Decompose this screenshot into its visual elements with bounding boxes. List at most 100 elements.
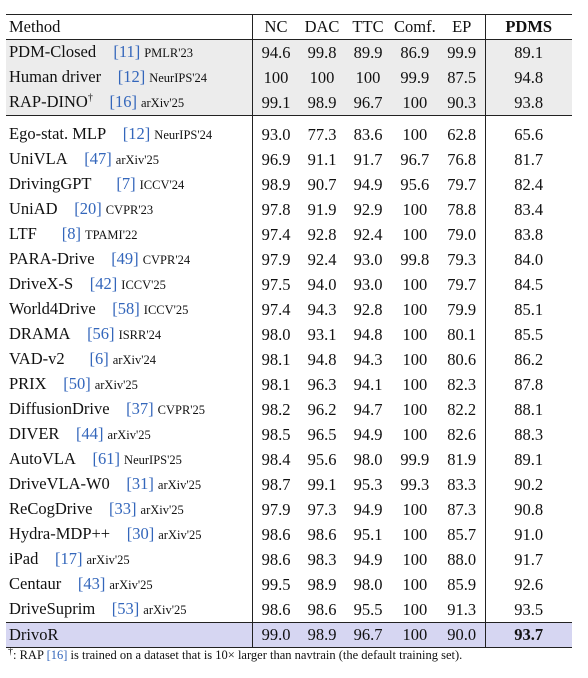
table-row: DIVER [44] arXiv'25 98.5 96.5 94.9 100 82.6 88.… — [6, 422, 572, 447]
citation-link[interactable]: [8] — [61, 224, 81, 243]
venue: arXiv'25 — [94, 378, 138, 392]
citation-link[interactable]: [61] — [92, 449, 121, 468]
method-cell: VAD-v2 [6] arXiv'24 — [6, 347, 253, 372]
metric-value: 94.6 — [252, 39, 299, 65]
citation-link[interactable]: [30] — [126, 524, 155, 543]
table-row: LTF [8] TPAMI'22 97.4 92.8 92.4 100 79.0 83.8 — [6, 222, 572, 247]
venue: TPAMI'22 — [84, 228, 138, 242]
metric-value: 98.6 — [252, 597, 299, 623]
citation-link[interactable]: [42] — [89, 274, 118, 293]
metric-value: 92.4 — [307, 249, 337, 269]
gap-cell — [6, 115, 253, 122]
citation-link[interactable]: [7] — [116, 174, 136, 193]
citation-link[interactable]: [44] — [76, 424, 104, 443]
metric-value: 78.8 — [447, 199, 477, 219]
metric-value: 95.5 — [345, 597, 391, 623]
ref-box: [8] — [41, 222, 81, 246]
table-row: DrivingGPT [7] ICCV'24 98.9 90.7 94.9 95.6 79.… — [6, 172, 572, 197]
ref-box: [6] — [69, 347, 109, 371]
citation-link[interactable]: [6] — [89, 349, 109, 368]
method-name: Centaur — [9, 574, 62, 593]
gap-cell — [484, 115, 572, 122]
metric-value: 98.2 — [261, 399, 291, 419]
venue: ICCV'25 — [121, 278, 166, 292]
metric-value: 100 — [402, 499, 428, 519]
method-cell: Hydra-MDP++ [30] arXiv'25 — [6, 522, 253, 547]
metric-value: 79.7 — [447, 274, 477, 294]
metric-value: 99.8 — [400, 249, 430, 269]
metric-value: 98.4 — [261, 449, 291, 469]
metric-value: 100 — [402, 124, 428, 144]
method-name: World4Drive — [9, 299, 96, 318]
ref-box: [42] — [77, 272, 118, 296]
metric-value: 99.5 — [261, 574, 291, 594]
citation-link[interactable]: [16] — [109, 92, 137, 111]
metric-value: 87.3 — [447, 499, 477, 519]
ref-box: [20] — [62, 197, 102, 221]
pdms-value: 88.1 — [484, 397, 572, 422]
header-pdms: PDMS — [484, 14, 572, 40]
method-name: PDM-Closed — [9, 42, 97, 61]
ref-box: [53] — [99, 597, 140, 621]
method-name: PARA-Drive — [9, 249, 95, 268]
pdms-value: 65.6 — [484, 122, 572, 147]
method-cell: LTF [8] TPAMI'22 — [6, 222, 253, 247]
citation-link[interactable]: [11] — [113, 42, 141, 61]
citation-link[interactable]: [17] — [54, 549, 83, 568]
citation-link[interactable]: [49] — [111, 249, 139, 268]
method-name: DrivingGPT — [9, 174, 92, 193]
citation-link[interactable]: [50] — [63, 374, 91, 393]
metric-value: 94.7 — [353, 399, 383, 419]
metric-value: 94.0 — [307, 274, 337, 294]
footnote-ref-link[interactable]: [16] — [46, 648, 68, 662]
method-cell: AutoVLA [61] NeurIPS'25 — [6, 447, 253, 472]
metric-value: 85.9 — [447, 574, 477, 594]
metric-value: 94.9 — [353, 174, 383, 194]
method-cell: PARA-Drive [49] CVPR'24 — [6, 247, 253, 272]
method-cell: DIVER [44] arXiv'25 — [6, 422, 253, 447]
metric-value: 98.1 — [261, 349, 291, 369]
metric-value: 98.0 — [353, 449, 383, 469]
metric-value: 96.7 — [345, 622, 391, 648]
citation-link[interactable]: [58] — [112, 299, 140, 318]
citation-link[interactable]: [12] — [122, 124, 151, 143]
table-row: ReCogDrive [33] arXiv'25 97.9 97.3 94.9 100 87… — [6, 497, 572, 522]
dagger-mark: † — [87, 92, 93, 104]
venue: NeurIPS'24 — [149, 71, 208, 85]
metric-value: 93.1 — [307, 324, 337, 344]
metric-value: 98.0 — [353, 574, 383, 594]
citation-link[interactable]: [37] — [126, 399, 154, 418]
table-row: DriveX-S [42] ICCV'25 97.5 94.0 93.0 100 79.7 8… — [6, 272, 572, 297]
method-name: DiffusionDrive — [9, 399, 110, 418]
pdms-value: 88.3 — [484, 422, 572, 447]
citation-link[interactable]: [43] — [77, 574, 106, 593]
metric-value: 96.7 — [345, 90, 391, 116]
metric-value: 94.9 — [353, 549, 383, 569]
pdms-value: 92.6 — [484, 572, 572, 597]
metric-value: 97.9 — [261, 249, 291, 269]
citation-link[interactable]: [20] — [74, 199, 102, 218]
citation-link[interactable]: [33] — [109, 499, 137, 518]
method-name: DriveSuprim — [9, 599, 96, 618]
metric-value: 100 — [252, 65, 299, 90]
pdms-value: 93.7 — [484, 622, 572, 648]
metric-value: 91.9 — [307, 199, 337, 219]
citation-link[interactable]: [53] — [111, 599, 140, 618]
method-name: RAP-DINO — [9, 92, 88, 111]
venue: arXiv'25 — [140, 96, 185, 110]
method-cell: RAP-DINO† [16] arXiv'25 — [6, 90, 253, 116]
citation-link[interactable]: [31] — [126, 474, 154, 493]
venue: ISRR'24 — [118, 328, 162, 342]
metric-value: 79.9 — [447, 299, 477, 319]
citation-link[interactable]: [12] — [117, 67, 146, 86]
pdms-value: 85.5 — [484, 322, 572, 347]
citation-link[interactable]: [47] — [84, 149, 112, 168]
metric-value: 100 — [402, 424, 428, 444]
method-cell: DRAMA [56] ISRR'24 — [6, 322, 253, 347]
citation-link[interactable]: [56] — [87, 324, 115, 343]
group-gap — [6, 115, 572, 122]
header-row: Method NC DAC TTC Comf. EP PDMS — [6, 14, 572, 40]
table-row: DRAMA [56] ISRR'24 98.0 93.1 94.8 100 80.1 85.5 — [6, 322, 572, 347]
metric-value: 96.2 — [307, 399, 337, 419]
